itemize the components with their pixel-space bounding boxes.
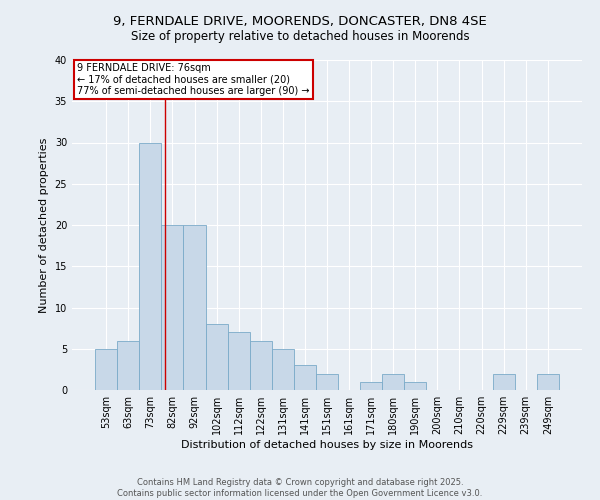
Bar bbox=[404, 382, 427, 390]
Text: Size of property relative to detached houses in Moorends: Size of property relative to detached ho… bbox=[131, 30, 469, 43]
Text: 9, FERNDALE DRIVE, MOORENDS, DONCASTER, DN8 4SE: 9, FERNDALE DRIVE, MOORENDS, DONCASTER, … bbox=[113, 15, 487, 28]
Text: Contains HM Land Registry data © Crown copyright and database right 2025.
Contai: Contains HM Land Registry data © Crown c… bbox=[118, 478, 482, 498]
Bar bbox=[95, 349, 117, 390]
Bar bbox=[206, 324, 227, 390]
Bar bbox=[382, 374, 404, 390]
Y-axis label: Number of detached properties: Number of detached properties bbox=[39, 138, 49, 312]
Bar bbox=[537, 374, 559, 390]
Bar bbox=[493, 374, 515, 390]
Bar bbox=[161, 225, 184, 390]
Bar bbox=[117, 340, 139, 390]
Bar bbox=[139, 142, 161, 390]
Bar bbox=[316, 374, 338, 390]
Bar bbox=[184, 225, 206, 390]
Text: 9 FERNDALE DRIVE: 76sqm
← 17% of detached houses are smaller (20)
77% of semi-de: 9 FERNDALE DRIVE: 76sqm ← 17% of detache… bbox=[77, 64, 310, 96]
Bar bbox=[272, 349, 294, 390]
X-axis label: Distribution of detached houses by size in Moorends: Distribution of detached houses by size … bbox=[181, 440, 473, 450]
Bar bbox=[250, 340, 272, 390]
Bar bbox=[294, 365, 316, 390]
Bar bbox=[360, 382, 382, 390]
Bar bbox=[227, 332, 250, 390]
